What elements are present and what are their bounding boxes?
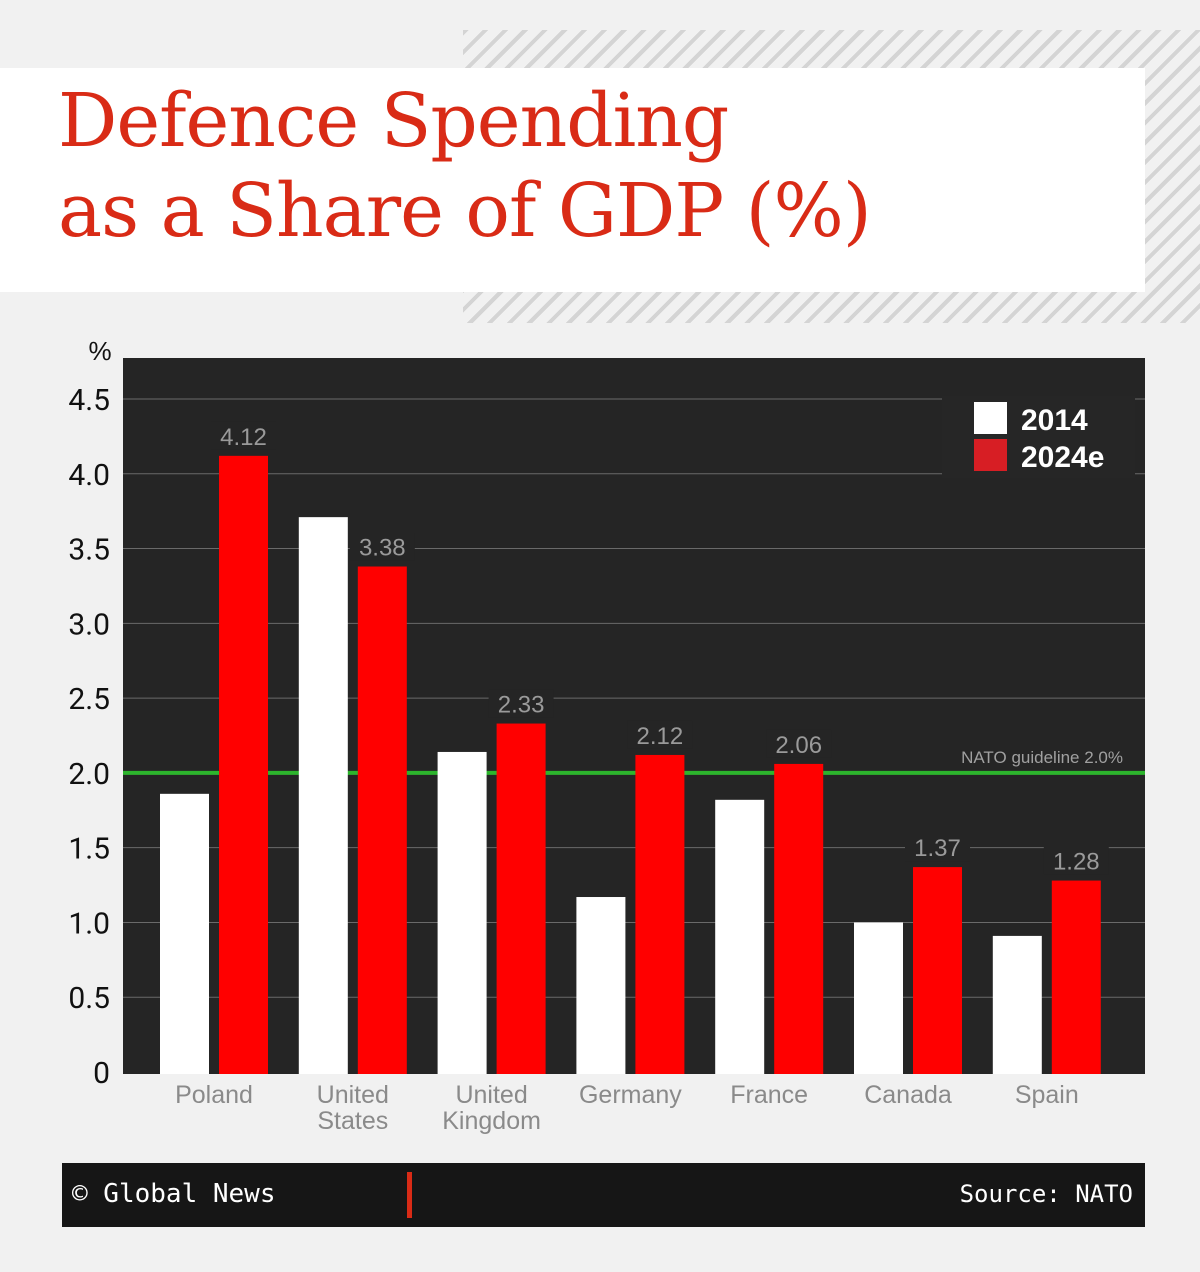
x-tick-label: France [730,1081,808,1109]
y-tick-label: 4.0 [68,458,110,493]
bar-2024e [219,455,268,1074]
data-label-bg [488,689,554,718]
data-label-bg [211,421,276,450]
bar-2014 [854,922,903,1074]
nato-guideline-label: NATO guideline 2.0% [961,748,1123,767]
bar-2014 [160,793,209,1074]
bar-2014 [298,517,348,1074]
data-label: 2.33 [498,692,545,719]
legend-label: 2014 [1021,404,1088,437]
y-tick-label: 3.5 [68,533,110,568]
bar-2024e [774,763,824,1074]
footer: © Global News Source: NATO [62,1163,1145,1227]
bar-2014 [576,897,626,1074]
y-tick-label: 2.5 [68,682,110,717]
x-tick-label: Kingdom [442,1107,541,1135]
y-tick-label: 1.0 [68,906,110,941]
x-tick-label: Spain [1015,1081,1079,1109]
legend-label: 2024e [1021,441,1104,474]
source-label: Source: NATO [959,1180,1133,1208]
data-label-bg [766,729,832,758]
bar-2024e [496,723,546,1074]
y-tick-label: 1.5 [68,832,110,867]
bar-chart: 0 0.5 1.0 1.5 2.0 2.5 3.0 3.5 4.0 4.5% NATO guidel… [68,336,1145,1135]
legend-swatch-2024e [974,439,1007,471]
data-label: 2.12 [637,723,684,750]
x-tick-label: States [317,1107,388,1135]
title-line-1: Defence Spending [58,78,729,164]
y-axis-label: % [88,336,111,366]
data-label: 1.28 [1053,849,1100,876]
x-tick-label: United [317,1081,389,1109]
bar-2024e [635,754,685,1074]
y-tick-label: 3.0 [68,607,110,642]
y-tick-label: 2.0 [68,757,110,792]
y-tick-label: 4.5 [68,383,110,418]
footer-divider [407,1172,412,1218]
data-label-bg [905,833,970,862]
x-tick-label: United [455,1081,527,1109]
legend-swatch-2014 [974,402,1007,434]
data-label: 4.12 [220,424,267,451]
data-label: 2.06 [775,732,822,759]
data-label: 3.38 [359,535,406,562]
y-tick-label: 0 [93,1056,110,1091]
chart-title: Defence Spending as a Share of GDP (%) [58,76,872,256]
x-tick-label: Poland [175,1081,253,1109]
x-tick-label: Canada [864,1081,952,1109]
bar-2024e [913,867,962,1074]
bar-2024e [1051,880,1101,1074]
title-line-2: as a Share of GDP (%) [58,168,872,254]
bar-2014 [992,935,1042,1074]
x-tick-label: Germany [579,1081,682,1109]
title-box [0,68,1145,292]
bar-2014 [715,799,765,1074]
data-label-bg [1043,846,1109,875]
bar-2024e [357,566,407,1074]
bar-2014 [437,751,487,1074]
data-label-bg [349,532,415,561]
data-label: 1.37 [914,835,961,862]
y-tick-label: 0.5 [68,981,110,1016]
data-label-bg [627,720,693,749]
brand-label: © Global News [72,1179,276,1209]
